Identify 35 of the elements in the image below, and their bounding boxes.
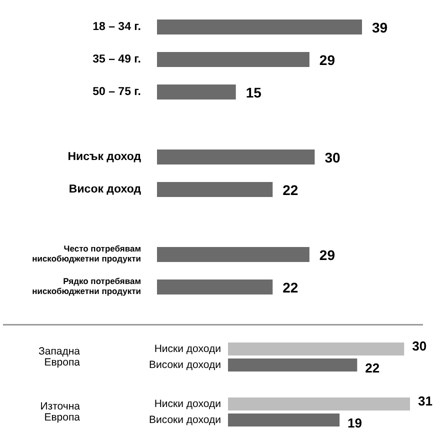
bar (228, 342, 404, 356)
text: Ниски доходи (154, 398, 221, 410)
data-label: 22 (282, 182, 298, 198)
bar (157, 150, 315, 164)
bar (157, 247, 310, 262)
y-tick-label: 18 – 34 г. (92, 21, 141, 34)
series-label: Ниски доходи (154, 342, 222, 355)
data-label: 29 (319, 247, 336, 264)
y-tick-label: Често потребявам нискобюджетни продукти (32, 244, 141, 264)
y-tick-label: Източна Европа (40, 400, 80, 424)
bar (157, 182, 273, 197)
bar (228, 414, 340, 426)
bar (228, 398, 410, 410)
data-label: 19 (348, 415, 362, 430)
y-tick-label: Нисък доход (68, 151, 142, 164)
data-label: 30 (324, 150, 340, 166)
data-label: 30 (412, 338, 427, 354)
y-tick-label: Западна Европа (38, 345, 80, 368)
y-tick-label: 50 – 75 г. (92, 86, 141, 98)
bar (157, 52, 310, 67)
bar (157, 84, 236, 100)
data-label: 39 (372, 20, 388, 36)
y-tick-label: Рядко потребявам нискобюджетни продукти (32, 276, 141, 296)
data-label: 15 (246, 84, 262, 101)
data-label: 22 (365, 360, 380, 376)
data-label: 22 (282, 280, 298, 296)
y-tick-label: Висок доход (68, 184, 142, 196)
text: Високи доходи (148, 414, 221, 426)
y-tick-label: 35 – 49 г. (92, 54, 141, 66)
bar (157, 20, 362, 34)
data-label: 31 (418, 393, 432, 408)
bar (228, 358, 358, 372)
data-label: 29 (319, 52, 336, 68)
series-label: Високи доходи (148, 358, 222, 371)
bar (157, 280, 273, 294)
